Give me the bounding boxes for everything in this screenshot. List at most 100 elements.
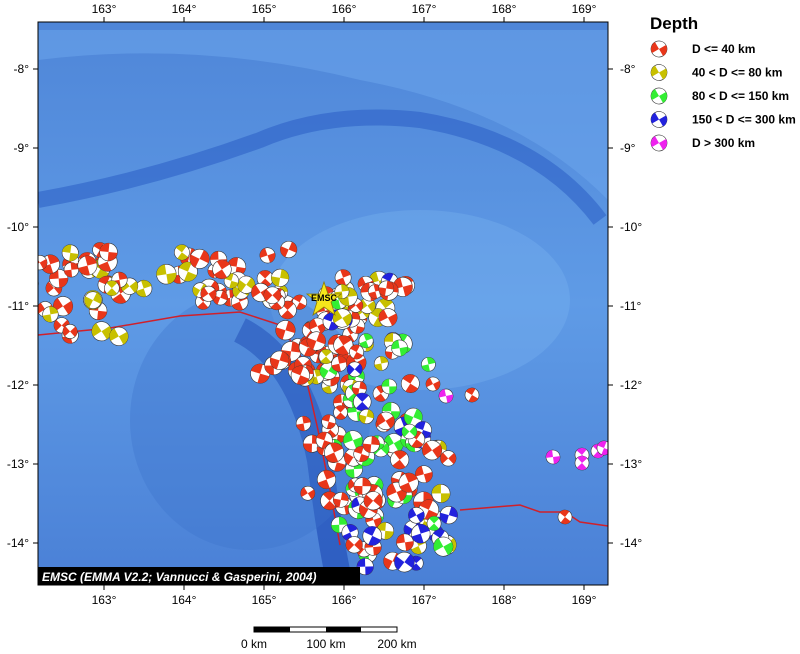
lat-label-right: -13° [620, 457, 642, 471]
ball-bg [15, 263, 40, 288]
ball-quadrant [323, 313, 340, 331]
credit-box [38, 567, 360, 585]
legend-label: 40 < D <= 80 km [692, 66, 782, 80]
ball-quadrant [212, 290, 228, 305]
lat-label-left: -9° [14, 141, 30, 155]
credit: EMSC (EMMA V2.2; Vannucci & Gasperini, 2… [42, 570, 317, 584]
ball-quadrant [359, 409, 374, 424]
ball-quadrant [391, 340, 408, 357]
legend-title: Depth [650, 14, 698, 33]
focal-mechanism [333, 405, 348, 420]
focal-mechanism [426, 516, 442, 531]
ball-bg [3, 316, 25, 338]
ball-quadrant [354, 446, 369, 462]
focal-mechanism [403, 407, 423, 427]
ball-quadrant [651, 65, 667, 80]
focal-mechanism [353, 477, 372, 495]
ball-quadrant [135, 280, 152, 297]
focal-mechanism [300, 485, 316, 501]
ball-quadrant [227, 257, 246, 276]
focal-mechanism [422, 440, 443, 461]
lon-label-top: 166° [332, 2, 357, 16]
focal-mechanism [42, 306, 59, 323]
ball-quadrant [381, 378, 397, 394]
focal-mechanism [156, 264, 177, 285]
ball-quadrant [440, 506, 458, 524]
lat-label-left: -14° [7, 536, 29, 550]
ball-quadrant [49, 269, 68, 288]
focal-mechanism [650, 111, 668, 128]
focal-mechanism [398, 472, 419, 493]
ball-quadrant [359, 299, 376, 313]
focal-mechanism [356, 558, 374, 576]
ball-quadrant [62, 244, 79, 262]
focal-mechanism [440, 450, 457, 467]
focal-mechanism [421, 357, 436, 372]
scale-label: 0 km [241, 637, 267, 649]
ball-quadrant [106, 280, 118, 296]
ball-quadrant [270, 351, 289, 370]
ball-quadrant [386, 483, 407, 502]
ball-quadrant [415, 465, 433, 483]
focal-mechanism [49, 268, 69, 289]
lon-label-top: 169° [572, 2, 597, 16]
ball-quadrant [333, 394, 351, 411]
ball-quadrant [16, 271, 41, 296]
ball-quadrant [465, 388, 479, 402]
ball-quadrant [376, 413, 395, 429]
focal-mechanism [91, 321, 112, 342]
ball-quadrant [275, 320, 296, 340]
ball-bg [0, 250, 15, 271]
focal-mechanism [333, 491, 349, 508]
lon-label-bottom: 165° [252, 593, 277, 607]
ball-quadrant [99, 243, 118, 261]
focal-mechanism [61, 244, 79, 262]
focal-mechanism [189, 248, 210, 269]
focal-mechanism [362, 526, 383, 546]
ball-quadrant [353, 477, 371, 495]
focal-mechanism [373, 356, 389, 371]
lon-label-top: 165° [252, 2, 277, 16]
focal-mechanism [316, 469, 337, 490]
focal-mechanism [346, 361, 363, 378]
ball-quadrant [42, 306, 59, 323]
ball-quadrant [331, 356, 347, 372]
lat-label-right: -8° [620, 62, 636, 76]
ball-quadrant [374, 356, 389, 371]
ball-quadrant [413, 491, 434, 512]
lon-label-bottom: 168° [492, 593, 517, 607]
ball-quadrant [345, 538, 363, 551]
ball-quadrant [376, 522, 394, 540]
ball-quadrant [402, 426, 417, 437]
ball-quadrant [192, 283, 208, 297]
focal-mechanism [394, 551, 415, 573]
ball-quadrant [651, 42, 667, 56]
focal-mechanism [280, 240, 298, 259]
ball-quadrant [355, 392, 369, 411]
ball-quadrant [189, 250, 210, 268]
lon-label-bottom: 164° [172, 593, 197, 607]
legend-label: 80 < D <= 150 km [692, 89, 789, 103]
focal-mechanism [358, 333, 374, 349]
ball-quadrant [250, 363, 270, 384]
ball-quadrant [263, 289, 281, 302]
focal-mechanism [408, 507, 425, 524]
focal-mechanism [109, 326, 129, 346]
focal-mechanism [237, 275, 256, 294]
focal-mechanism [332, 308, 352, 328]
focal-mechanism [259, 247, 276, 264]
focal-mechanism [439, 506, 458, 525]
focal-mechanism [349, 344, 364, 360]
ball-quadrant [53, 298, 73, 315]
ball-quadrant [38, 256, 48, 270]
ball-quadrant [175, 244, 189, 260]
focal-mechanism [77, 255, 98, 276]
scale-label: 200 km [377, 637, 416, 649]
focal-mechanism [333, 335, 354, 356]
focal-mechanism [15, 263, 40, 288]
ball-quadrant [559, 510, 571, 524]
ball-quadrant [296, 416, 311, 431]
ball-quadrant [78, 255, 97, 276]
ball-quadrant [394, 554, 415, 571]
focal-mechanism [401, 423, 418, 440]
